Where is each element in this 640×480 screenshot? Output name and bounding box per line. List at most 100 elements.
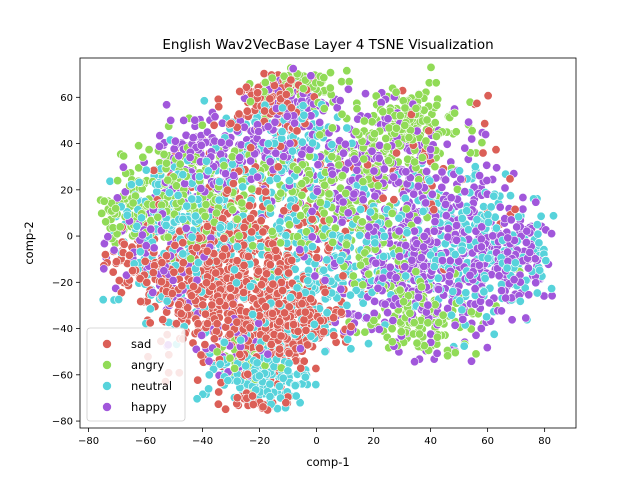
point-sad bbox=[171, 319, 181, 329]
point-angry bbox=[381, 134, 391, 144]
point-sad bbox=[424, 126, 434, 136]
point-neutral bbox=[290, 381, 300, 391]
point-happy bbox=[391, 273, 401, 283]
point-neutral bbox=[145, 304, 155, 314]
point-sad bbox=[114, 275, 124, 285]
point-neutral bbox=[236, 335, 246, 345]
point-happy bbox=[185, 153, 195, 163]
point-neutral bbox=[455, 296, 465, 306]
point-sad bbox=[248, 391, 258, 401]
point-angry bbox=[337, 77, 347, 87]
point-angry bbox=[356, 260, 366, 270]
point-angry bbox=[284, 220, 294, 230]
point-happy bbox=[522, 226, 532, 236]
point-angry bbox=[163, 175, 173, 185]
point-neutral bbox=[263, 139, 273, 149]
point-neutral bbox=[161, 220, 171, 230]
point-neutral bbox=[299, 110, 309, 120]
point-happy bbox=[383, 308, 393, 318]
point-happy bbox=[159, 266, 169, 276]
point-neutral bbox=[345, 290, 355, 300]
point-happy bbox=[141, 241, 151, 251]
point-sad bbox=[214, 102, 224, 112]
point-happy bbox=[196, 184, 206, 194]
point-neutral bbox=[457, 245, 467, 255]
point-angry bbox=[410, 157, 420, 167]
point-happy bbox=[216, 137, 226, 147]
point-happy bbox=[524, 290, 534, 300]
point-angry bbox=[301, 227, 311, 237]
point-angry bbox=[438, 310, 448, 320]
point-neutral bbox=[178, 170, 188, 180]
point-sad bbox=[196, 350, 206, 360]
point-happy bbox=[413, 292, 423, 302]
point-sad bbox=[177, 281, 187, 291]
point-sad bbox=[299, 315, 309, 325]
point-sad bbox=[149, 165, 159, 175]
point-sad bbox=[128, 266, 138, 276]
point-neutral bbox=[300, 372, 310, 382]
point-angry bbox=[426, 62, 436, 72]
point-angry bbox=[99, 196, 109, 206]
point-sad bbox=[275, 344, 285, 354]
x-tick-label: 0 bbox=[313, 436, 319, 447]
point-neutral bbox=[287, 146, 297, 156]
point-neutral bbox=[462, 206, 472, 216]
point-neutral bbox=[164, 188, 174, 198]
point-happy bbox=[488, 231, 498, 241]
point-angry bbox=[387, 208, 397, 218]
point-neutral bbox=[295, 398, 305, 408]
point-neutral bbox=[277, 103, 287, 113]
point-angry bbox=[359, 154, 369, 164]
point-sad bbox=[157, 277, 167, 287]
point-angry bbox=[405, 308, 415, 318]
point-neutral bbox=[284, 176, 294, 186]
point-sad bbox=[211, 326, 221, 336]
point-neutral bbox=[246, 281, 256, 291]
point-angry bbox=[119, 151, 129, 161]
legend-marker-happy bbox=[102, 402, 112, 412]
point-neutral bbox=[230, 265, 240, 275]
point-happy bbox=[419, 231, 429, 241]
point-angry bbox=[414, 329, 424, 339]
point-sad bbox=[472, 98, 482, 108]
point-happy bbox=[253, 172, 263, 182]
point-sad bbox=[279, 308, 289, 318]
point-happy bbox=[336, 284, 346, 294]
point-sad bbox=[312, 253, 322, 263]
point-sad bbox=[260, 106, 270, 116]
point-happy bbox=[484, 298, 494, 308]
point-angry bbox=[175, 159, 185, 169]
point-sad bbox=[289, 319, 299, 329]
point-angry bbox=[400, 103, 410, 113]
point-neutral bbox=[515, 296, 525, 306]
point-happy bbox=[476, 323, 486, 333]
point-happy bbox=[421, 198, 431, 208]
point-sad bbox=[108, 267, 118, 277]
point-neutral bbox=[402, 228, 412, 238]
point-angry bbox=[111, 204, 121, 214]
point-angry bbox=[450, 108, 460, 118]
point-neutral bbox=[454, 166, 464, 176]
point-happy bbox=[523, 263, 533, 273]
point-sad bbox=[261, 302, 271, 312]
point-neutral bbox=[483, 217, 493, 227]
point-happy bbox=[352, 165, 362, 175]
x-tick-label: −80 bbox=[78, 436, 99, 447]
point-angry bbox=[197, 120, 207, 130]
point-angry bbox=[315, 198, 325, 208]
point-sad bbox=[203, 319, 213, 329]
point-sad bbox=[510, 204, 520, 214]
point-happy bbox=[288, 64, 298, 74]
point-sad bbox=[148, 268, 158, 278]
point-happy bbox=[313, 160, 323, 170]
point-neutral bbox=[365, 207, 375, 217]
point-happy bbox=[443, 224, 453, 234]
point-happy bbox=[450, 320, 460, 330]
point-happy bbox=[503, 247, 513, 257]
point-neutral bbox=[425, 176, 435, 186]
point-neutral bbox=[283, 366, 293, 376]
point-happy bbox=[221, 169, 231, 179]
point-angry bbox=[113, 176, 123, 186]
point-neutral bbox=[510, 258, 520, 268]
